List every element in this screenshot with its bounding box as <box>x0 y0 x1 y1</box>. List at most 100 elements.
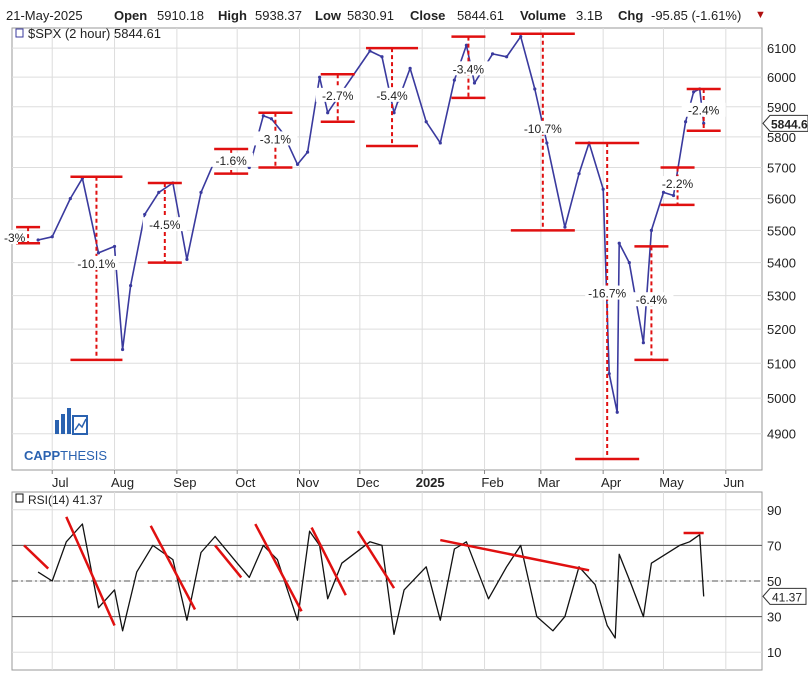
open-value: 5910.18 <box>157 8 204 23</box>
close-value: 5844.61 <box>457 8 504 23</box>
price-chart-title: $SPX (2 hour) 5844.61 <box>28 26 161 41</box>
rsi-y-tick-label: 90 <box>767 503 781 518</box>
price-point <box>452 78 456 82</box>
rsi-series <box>37 523 705 639</box>
rsi-chart-title: RSI(14) 41.37 <box>28 493 103 507</box>
logo-text: CAPPTHESIS <box>24 448 107 463</box>
price-point <box>519 34 523 39</box>
x-tick-label: Oct <box>235 475 256 490</box>
change-down-arrow-icon: ▼ <box>755 9 766 21</box>
price-point <box>661 190 666 194</box>
price-panel: -3% -10.1% -4.5% -1.6% -3.1% -2.7% -5.4% -3.4% -… <box>0 26 808 490</box>
x-tick-label: Sep <box>173 475 196 490</box>
drawdown-label: -3% <box>4 231 26 245</box>
price-x-axis: Jul Aug Sep Oct Nov Dec 2025 Feb Mar Apr May Jun <box>51 470 744 490</box>
price-point <box>185 257 189 262</box>
price-point <box>563 225 567 229</box>
x-tick-label: Mar <box>538 475 561 490</box>
price-point <box>615 410 619 414</box>
open-label: Open <box>114 8 148 23</box>
drawdown-label: -1.6% <box>215 154 247 168</box>
price-y-tick-label: 5400 <box>767 256 796 271</box>
drawdown-label-bg <box>209 152 254 167</box>
price-point <box>269 117 273 121</box>
price-point <box>533 87 537 91</box>
x-tick-label: Jun <box>723 475 744 490</box>
low-label: Low <box>315 8 341 23</box>
drawdown-label-bg <box>446 61 491 76</box>
price-point <box>472 81 477 85</box>
rsi-trendline <box>356 530 396 589</box>
price-point <box>627 261 631 265</box>
price-last-value-marker: 5844.61 <box>762 114 808 132</box>
close-label: Close <box>410 8 446 23</box>
rsi-y-tick-label: 50 <box>767 574 781 589</box>
logo-text-bold: CAPP <box>24 448 60 463</box>
rsi-trendline <box>440 538 590 572</box>
rsi-trendline <box>23 544 50 570</box>
price-point <box>112 244 117 249</box>
drawdown-label: -6.4% <box>636 293 668 307</box>
price-point <box>392 111 396 115</box>
price-legend-icon <box>15 28 24 38</box>
drawdown-label-bg <box>142 217 187 232</box>
high-label: High <box>218 8 247 23</box>
drawdown-label-bg <box>0 229 18 244</box>
rsi-y-tick-label: 30 <box>767 610 781 625</box>
price-point <box>505 55 509 59</box>
rsi-title-group: RSI(14) 41.37 <box>15 493 103 507</box>
price-gridlines <box>12 28 762 470</box>
price-point <box>577 172 581 176</box>
rsi-legend-icon <box>15 493 24 503</box>
price-point <box>464 43 469 47</box>
drawdown-label: -2.4% <box>688 104 720 118</box>
price-last-value-text: 5844.61 <box>771 117 808 131</box>
drawdown-label-bg <box>585 285 630 300</box>
price-point <box>649 228 654 232</box>
drawdown-label: -3.1% <box>260 132 292 146</box>
logo-text-light: THESIS <box>60 448 107 463</box>
price-y-tick-label: 5700 <box>767 160 796 175</box>
drawdown-label-bg <box>629 292 674 307</box>
quote-header: 21-May-2025 Open 5910.18 High 5938.37 Lo… <box>0 0 808 26</box>
x-tick-label: Dec <box>356 475 380 490</box>
price-point <box>261 114 265 118</box>
rsi-last-value-box <box>762 587 807 605</box>
rsi-trendlines <box>23 516 704 627</box>
drawdown-label: -4.5% <box>149 218 181 232</box>
rsi-line <box>37 523 705 639</box>
rsi-y-tick-label: 70 <box>767 538 781 553</box>
volume-value: 3.1B <box>576 8 603 23</box>
drawdown-label: -10.7% <box>524 122 562 136</box>
price-point <box>368 49 372 53</box>
rsi-y-axis: 10 30 50 70 90 <box>767 503 781 660</box>
price-y-tick-label: 5000 <box>767 391 796 406</box>
price-point <box>50 235 54 239</box>
price-last-value-box <box>762 114 808 132</box>
rsi-trendline <box>214 544 243 579</box>
price-y-tick-label: 5300 <box>767 289 796 304</box>
price-point <box>438 141 442 145</box>
price-point <box>641 341 645 345</box>
low-value: 5830.91 <box>347 8 394 23</box>
rsi-trendline <box>65 516 116 627</box>
drawdown-annotations: -3% -10.1% -4.5% -1.6% -3.1% -2.7% -5.4% -3.4% -… <box>0 32 726 461</box>
price-y-tick-label: 5100 <box>767 356 796 371</box>
capp-thesis-logo: CAPPTHESIS <box>24 408 107 463</box>
rsi-trendline <box>149 525 197 611</box>
high-value: 5938.37 <box>255 8 302 23</box>
price-point <box>199 190 203 194</box>
x-tick-label: Nov <box>296 475 320 490</box>
price-y-tick-label: 5800 <box>767 130 796 145</box>
price-y-tick-label: 6100 <box>767 41 796 56</box>
drawdown-label: -16.7% <box>588 287 626 301</box>
price-point <box>601 187 605 191</box>
price-point <box>96 251 101 255</box>
rsi-trendline <box>254 523 303 612</box>
x-tick-label: Aug <box>111 475 134 490</box>
rsi-trendline <box>310 527 347 596</box>
price-point <box>318 75 322 79</box>
x-tick-label: 2025 <box>416 475 445 490</box>
price-point <box>68 197 72 201</box>
